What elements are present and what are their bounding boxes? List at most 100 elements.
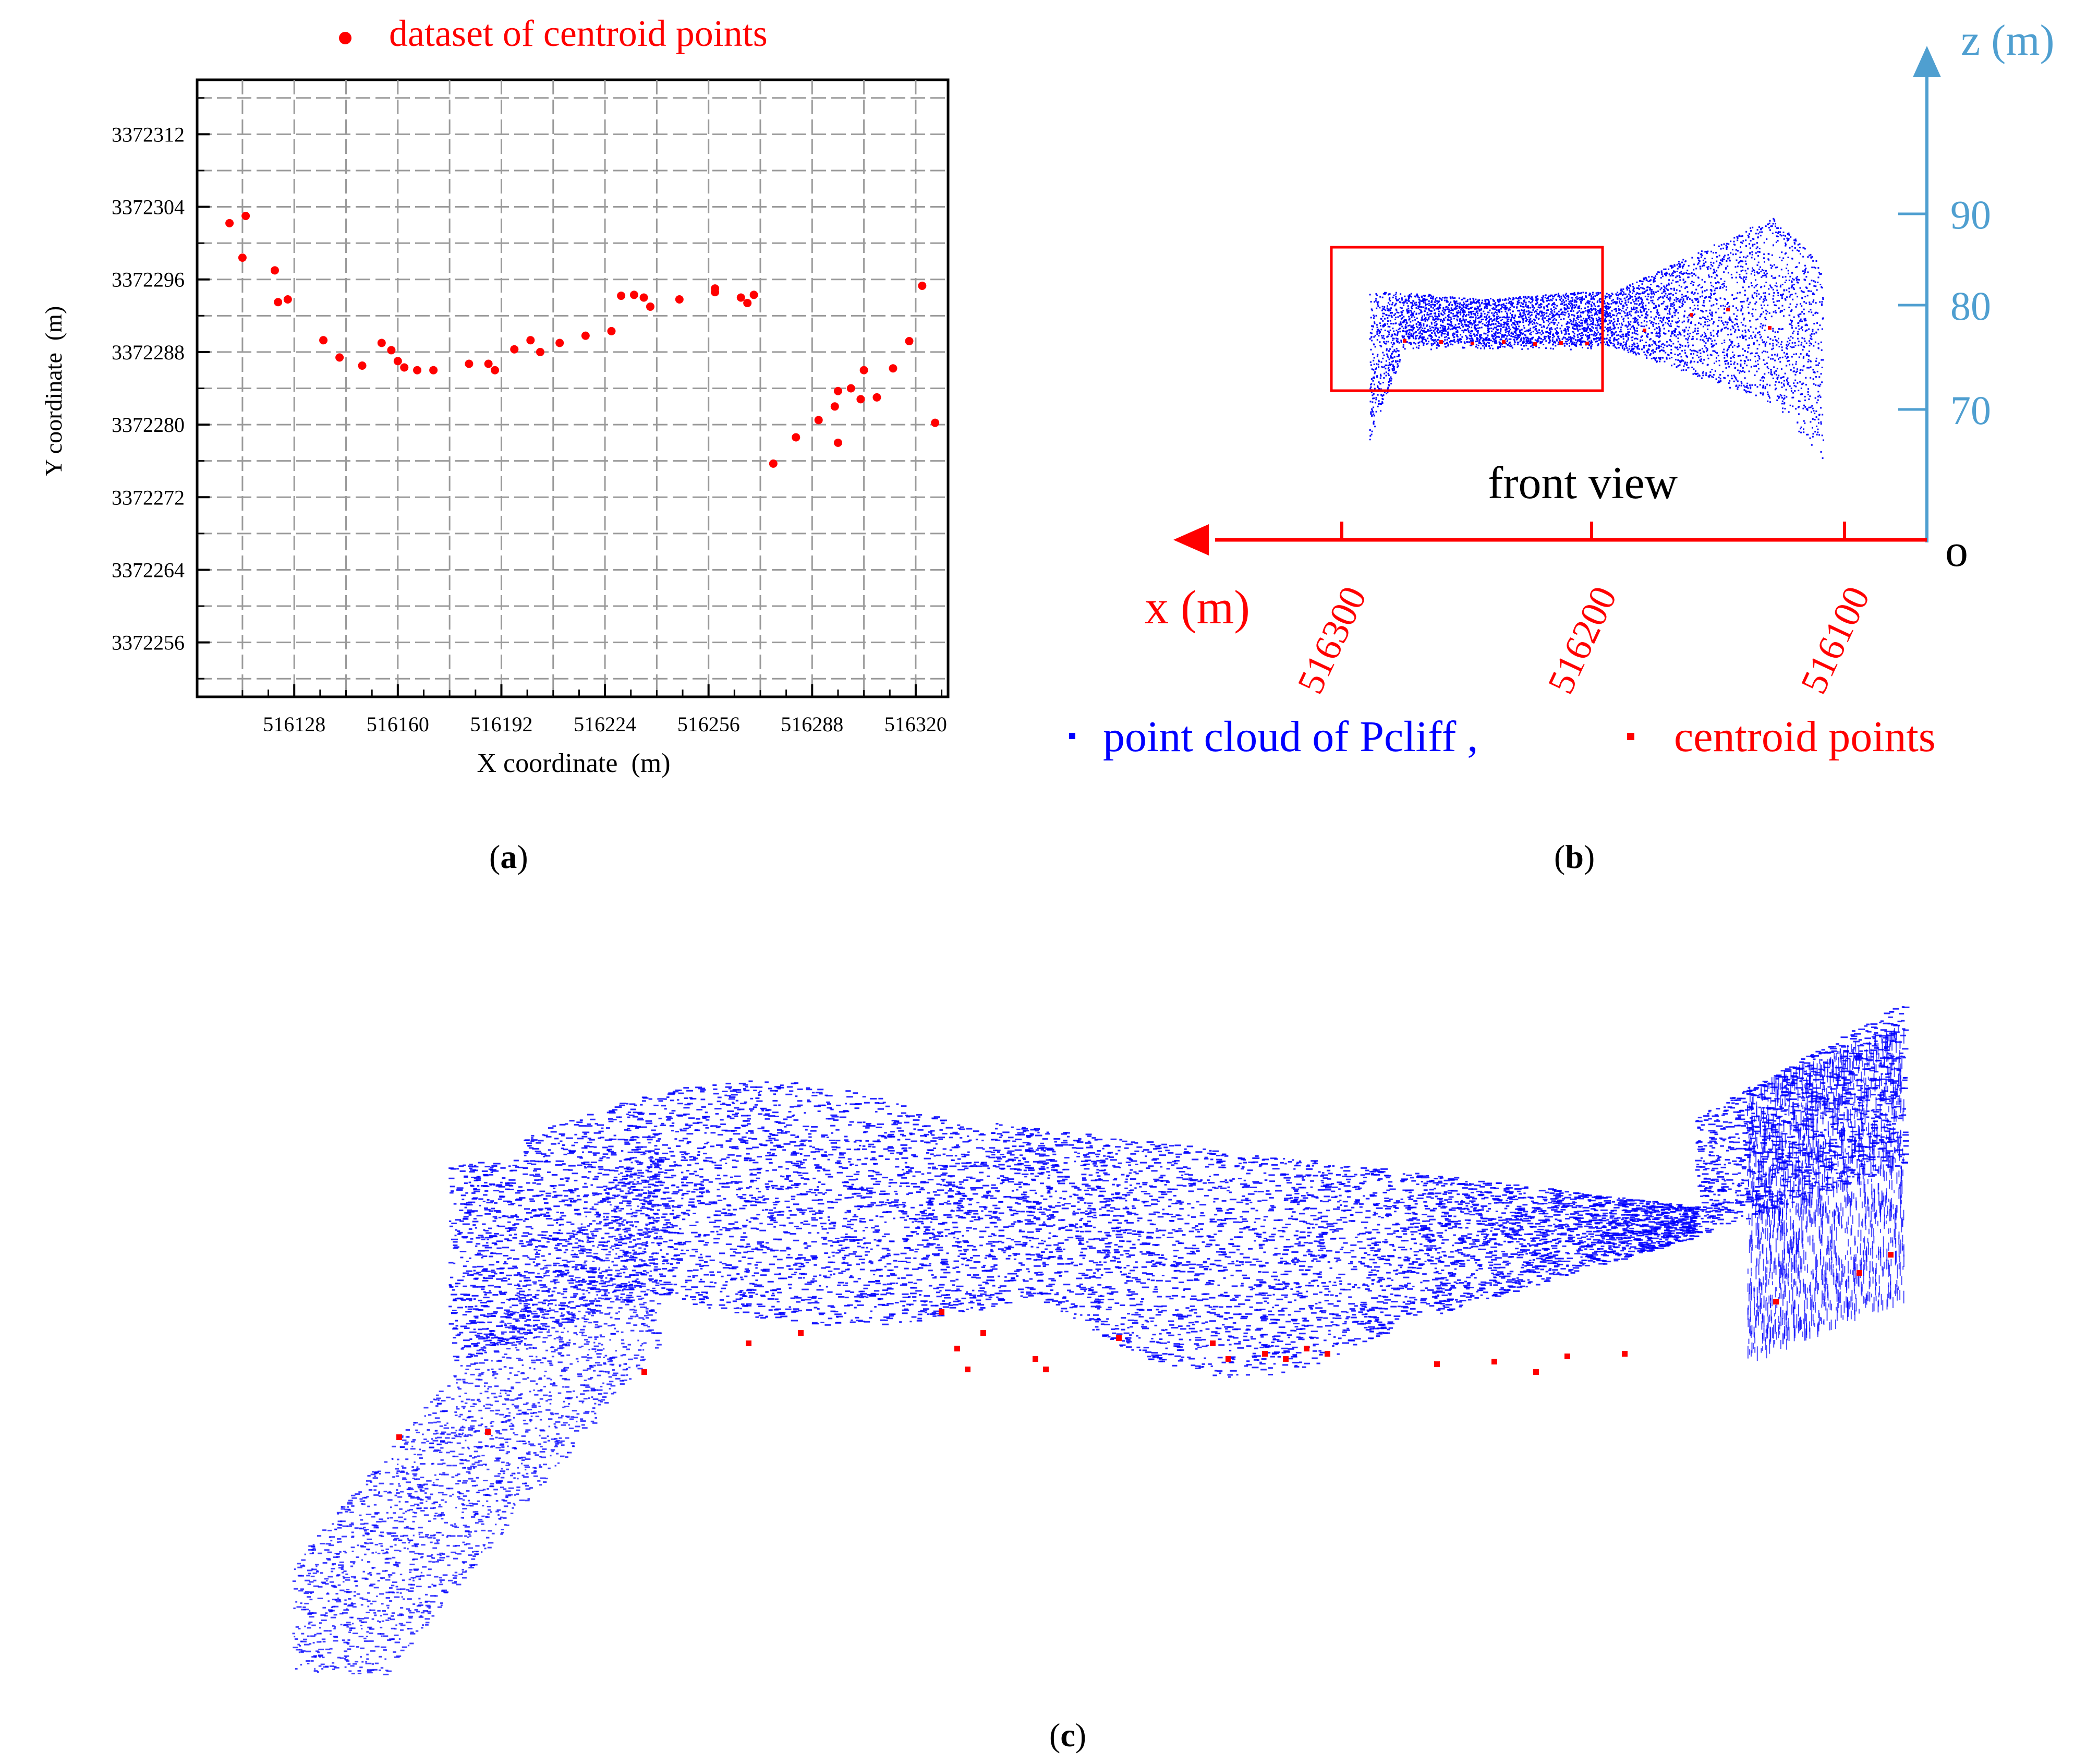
cloud-point <box>1629 295 1631 297</box>
cloud-point <box>1666 356 1668 358</box>
cloud-point <box>1806 295 1809 297</box>
cloud-point <box>1720 244 1722 246</box>
cloud-point <box>1716 260 1718 262</box>
cloud-point <box>1781 295 1783 297</box>
y-axis-label-a: Y coordinate (m) <box>40 306 67 477</box>
cloud-point <box>1656 313 1658 315</box>
cloud-point <box>1693 293 1695 295</box>
y-tick-label: 3372272 <box>112 486 185 509</box>
data-point <box>270 266 279 275</box>
cloud-point <box>1754 258 1755 260</box>
cloud-point <box>1528 322 1531 324</box>
cloud-point <box>1766 272 1768 274</box>
cloud-point <box>1558 322 1560 324</box>
cloud-point <box>1411 316 1413 318</box>
cloud-point <box>1636 292 1638 294</box>
cloud-point <box>1474 327 1476 329</box>
cloud-point <box>1546 315 1548 317</box>
cloud-point <box>1426 320 1428 322</box>
cloud-point <box>1534 319 1536 321</box>
cloud-point <box>1530 315 1532 317</box>
cloud-point <box>1813 345 1815 347</box>
cloud-point <box>1490 344 1493 346</box>
cloud-point <box>1740 310 1742 312</box>
cloud-point <box>1521 329 1523 331</box>
cloud-point <box>1392 360 1394 362</box>
cloud-point <box>1396 337 1398 340</box>
cloud-point <box>1803 420 1805 422</box>
cloud-point <box>1654 329 1656 331</box>
points-a <box>225 211 940 468</box>
cloud-point <box>1588 295 1591 296</box>
cloud-point <box>1416 334 1418 336</box>
cloud-point <box>1810 421 1812 423</box>
cloud-point <box>1509 329 1511 331</box>
cloud-point <box>1370 317 1372 319</box>
cloud-point <box>1801 326 1803 328</box>
cloud-point <box>1478 322 1480 324</box>
cloud-point <box>1720 278 1722 280</box>
cloud-point <box>1665 288 1667 290</box>
cloud-point <box>1374 321 1376 323</box>
cloud-point <box>1588 294 1591 296</box>
cloud-point <box>1391 368 1393 370</box>
cloud-point <box>1788 411 1790 413</box>
cloud-point <box>1435 301 1437 303</box>
cloud-point <box>1799 287 1801 289</box>
cloud-point <box>1622 338 1624 340</box>
cloud-point <box>1731 325 1733 327</box>
cloud-point <box>1591 345 1593 347</box>
x-tick-label: 516224 <box>574 712 636 736</box>
cloud-point <box>1380 403 1382 405</box>
cloud-point <box>1426 343 1428 345</box>
cloud-point <box>1723 256 1725 258</box>
cloud-point <box>1387 355 1389 357</box>
cloud-point <box>1727 363 1729 365</box>
cloud-point <box>1662 303 1664 305</box>
cloud-point <box>1778 337 1779 340</box>
cloud-point <box>1803 273 1805 275</box>
cloud-point <box>1808 406 1810 408</box>
cloud-point <box>1679 353 1681 355</box>
cloud-point <box>1803 247 1805 249</box>
cloud-point <box>1527 313 1530 315</box>
cloud-point <box>1674 315 1676 317</box>
cloud-point <box>1553 335 1555 337</box>
cloud-point <box>1814 413 1816 415</box>
cloud-point <box>1463 319 1465 321</box>
cloud-point <box>1649 354 1651 356</box>
cloud-point <box>1625 345 1627 347</box>
cloud-point <box>1493 300 1495 302</box>
cloud-point <box>1663 289 1665 291</box>
cloud-point <box>1771 374 1773 376</box>
cloud-point <box>1638 304 1640 306</box>
cloud-point <box>1528 320 1531 322</box>
cloud-point <box>1423 344 1425 346</box>
cloud-point <box>1744 360 1746 363</box>
cloud-point <box>1411 305 1413 307</box>
cloud-point <box>1689 335 1691 337</box>
cloud-point <box>1479 334 1481 336</box>
cloud-point <box>1408 336 1410 338</box>
cloud-point <box>1678 317 1679 319</box>
cloud-point <box>1808 398 1810 400</box>
cloud-point <box>1374 335 1376 337</box>
cloud-point <box>1640 311 1642 313</box>
data-point <box>833 438 842 447</box>
cloud-point <box>1490 318 1492 320</box>
cloud-point <box>1712 265 1714 267</box>
cloud-point <box>1676 347 1678 349</box>
cloud-point <box>1616 347 1618 349</box>
cloud-point <box>1658 345 1660 347</box>
cloud-point <box>1377 386 1379 388</box>
cloud-point <box>1498 311 1500 313</box>
cloud-point <box>1508 302 1510 304</box>
x-tick-label: 516320 <box>884 712 947 736</box>
cloud-point <box>1505 317 1506 319</box>
cloud-point <box>1793 288 1795 291</box>
cloud-point <box>1797 279 1799 280</box>
cloud-point <box>1791 364 1793 366</box>
cloud-point <box>1578 339 1580 341</box>
cloud-point <box>1436 297 1438 299</box>
cloud-point <box>1814 267 1816 269</box>
